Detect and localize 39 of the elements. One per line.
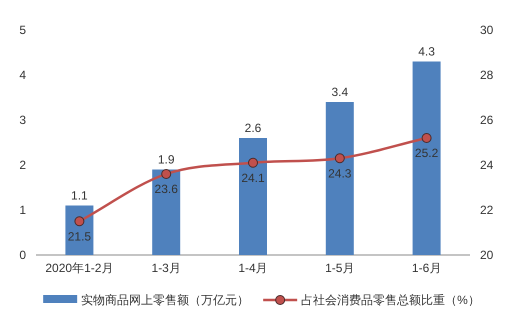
y2-tick-label: 24 <box>480 158 494 172</box>
x-tick-label: 1-3月 <box>152 261 181 275</box>
point <box>422 133 432 143</box>
point <box>248 158 258 168</box>
point <box>74 216 84 226</box>
y-tick-label: 5 <box>19 23 26 37</box>
y2-tick-label: 22 <box>480 203 494 217</box>
data-label: 2.6 <box>244 121 262 135</box>
data-label: 24.3 <box>328 166 352 180</box>
data-label: 24.1 <box>241 170 265 185</box>
data-label: 3.4 <box>331 85 348 99</box>
data-label: 1.1 <box>71 188 88 202</box>
y2-tick-label: 20 <box>480 248 494 262</box>
data-label: 25.2 <box>414 146 439 160</box>
y2-tick-label: 26 <box>480 113 494 127</box>
y2-tick-label: 28 <box>480 68 494 82</box>
x-tick-label: 1-6月 <box>412 261 442 275</box>
x-tick-label: 1-4月 <box>238 261 268 275</box>
point <box>334 153 345 164</box>
y2-tick-label: 30 <box>480 23 494 37</box>
x-tick-label: 1-5月 <box>325 261 354 275</box>
legend-label: 实物商品网上零售额（万亿元） <box>81 293 250 307</box>
data-label: 4.3 <box>418 44 436 58</box>
bar <box>326 102 354 255</box>
y-tick-label: 4 <box>19 68 26 82</box>
y-tick-label: 2 <box>19 158 26 172</box>
point <box>161 169 172 179</box>
bar <box>65 206 94 255</box>
data-label: 21.5 <box>68 229 92 244</box>
y-tick-label: 3 <box>19 113 26 127</box>
x-tick-label: 2020年1-2月 <box>45 261 114 275</box>
legend-label: 占社会消费品零售总额比重（%） <box>301 293 480 307</box>
bar <box>239 138 267 255</box>
y-tick-label: 0 <box>19 248 26 262</box>
data-label: 23.6 <box>154 182 178 196</box>
bar <box>152 170 180 255</box>
data-label: 1.9 <box>158 152 175 166</box>
y-tick-label: 1 <box>19 203 26 217</box>
bar <box>412 62 441 255</box>
